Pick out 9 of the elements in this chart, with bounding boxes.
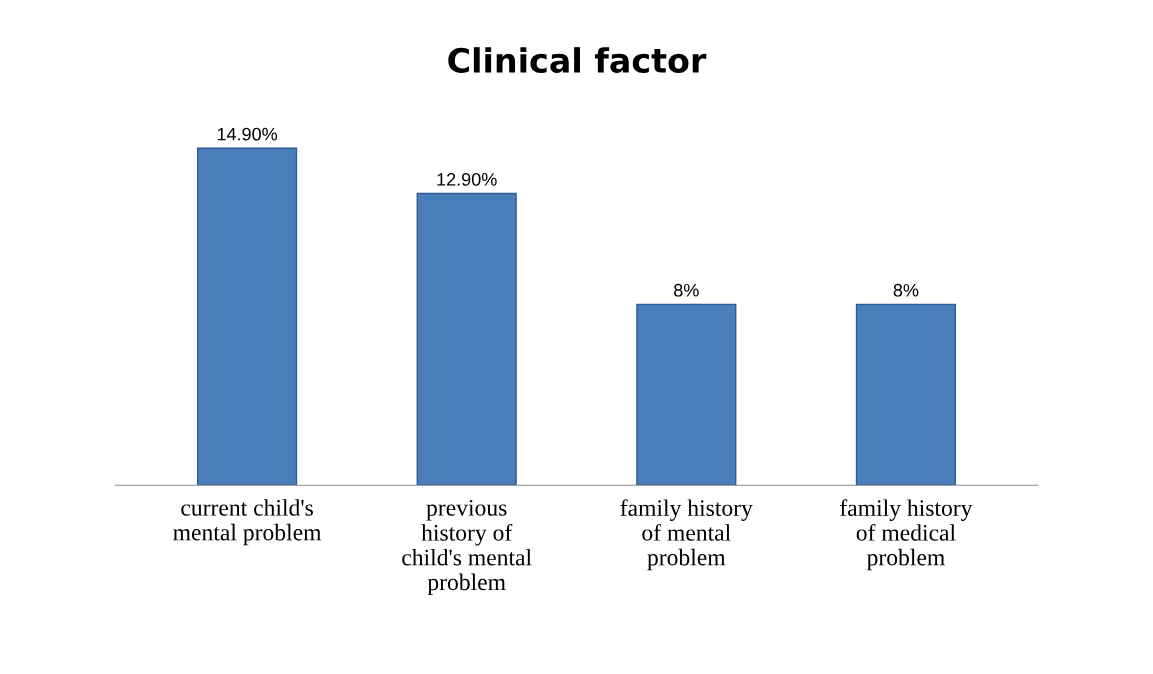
data-label: 12.90%: [437, 172, 497, 186]
data-label: 8%: [674, 283, 699, 297]
x-tick-label: family history of mental problem: [620, 499, 753, 571]
data-label: 8%: [893, 283, 919, 297]
data-label: 14.90%: [217, 127, 278, 141]
chart-title: Clinical factor: [448, 47, 707, 73]
x-tick-label: current child's mental problem: [173, 499, 322, 546]
x-tick-label: previous history of child's mental problem: [402, 499, 532, 595]
x-tick-label: family history of medical problem: [840, 499, 973, 571]
